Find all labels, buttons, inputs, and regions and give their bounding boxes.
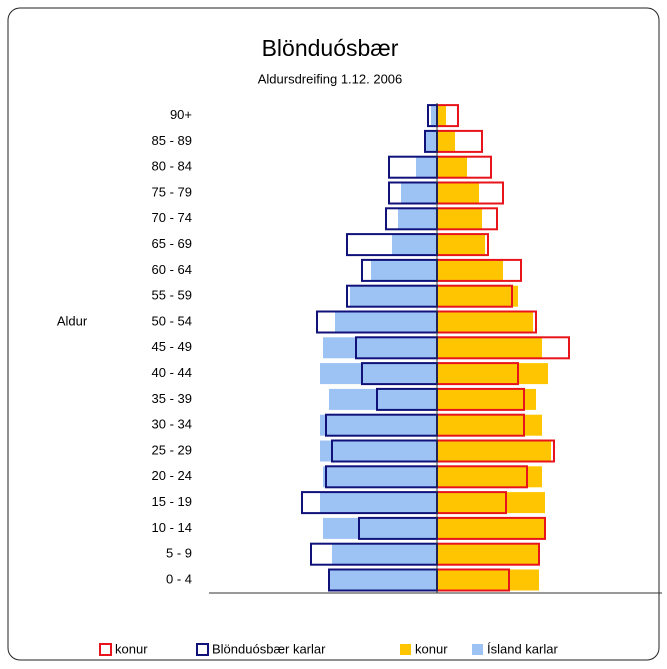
legend-label: konur xyxy=(115,641,148,656)
y-tick-label: 80 - 84 xyxy=(152,159,192,174)
y-axis-label: Aldur xyxy=(57,313,88,328)
bar xyxy=(437,492,545,514)
bar xyxy=(437,156,467,178)
legend-label: Blönduósbær karlar xyxy=(212,641,326,656)
bar xyxy=(437,569,539,591)
bar xyxy=(401,182,437,204)
bar xyxy=(392,234,437,256)
y-tick-label: 25 - 29 xyxy=(152,442,192,457)
y-tick-label: 20 - 24 xyxy=(152,468,192,483)
y-tick-label: 5 - 9 xyxy=(166,546,192,561)
bar xyxy=(320,414,437,436)
y-tick-label: 10 - 14 xyxy=(152,520,192,535)
bar xyxy=(371,259,437,281)
legend-swatch xyxy=(196,643,209,656)
legend-label: konur xyxy=(415,641,448,656)
bar xyxy=(437,311,533,333)
bar xyxy=(431,105,437,127)
bar xyxy=(329,569,437,591)
bar xyxy=(437,388,536,410)
y-tick-label: 45 - 49 xyxy=(152,339,192,354)
y-tick-label: 75 - 79 xyxy=(152,184,192,199)
y-tick-label: 15 - 19 xyxy=(152,494,192,509)
bar xyxy=(437,130,455,152)
chart-title: Blönduósbær xyxy=(262,35,399,61)
bar xyxy=(437,285,518,307)
bar xyxy=(335,311,437,333)
y-tick-label: 60 - 64 xyxy=(152,262,192,277)
bar xyxy=(437,517,545,539)
y-tick-label: 50 - 54 xyxy=(152,313,192,328)
bar xyxy=(437,259,503,281)
y-tick-label: 55 - 59 xyxy=(152,288,192,303)
bar xyxy=(329,388,437,410)
y-tick-label: 70 - 74 xyxy=(152,210,192,225)
bar xyxy=(323,466,437,488)
bar xyxy=(425,130,437,152)
bar xyxy=(437,105,446,127)
bar xyxy=(437,234,485,256)
bar xyxy=(350,285,437,307)
y-tick-label: 65 - 69 xyxy=(152,236,192,251)
y-tick-label: 85 - 89 xyxy=(152,133,192,148)
bar xyxy=(437,337,542,359)
bar xyxy=(320,440,437,462)
bar xyxy=(437,182,479,204)
legend-swatch xyxy=(472,644,483,655)
chart-subtitle: Aldursdreifing 1.12. 2006 xyxy=(258,71,403,86)
bar xyxy=(437,543,539,565)
bar xyxy=(323,517,437,539)
legend-swatch xyxy=(400,644,411,655)
bar xyxy=(323,337,437,359)
bar xyxy=(332,543,437,565)
bar xyxy=(437,440,551,462)
y-tick-label: 30 - 34 xyxy=(152,417,192,432)
legend-label: Ísland karlar xyxy=(487,641,558,656)
bar xyxy=(416,156,437,178)
legend-swatch xyxy=(99,643,112,656)
bar xyxy=(437,414,542,436)
bar xyxy=(320,492,437,514)
y-tick-label: 40 - 44 xyxy=(152,365,192,380)
bar xyxy=(398,208,437,230)
bar xyxy=(437,363,548,385)
bar xyxy=(320,363,437,385)
y-tick-label: 0 - 4 xyxy=(166,571,192,586)
bar xyxy=(437,208,482,230)
y-tick-label: 90+ xyxy=(170,107,192,122)
bar xyxy=(437,466,542,488)
y-tick-label: 35 - 39 xyxy=(152,391,192,406)
